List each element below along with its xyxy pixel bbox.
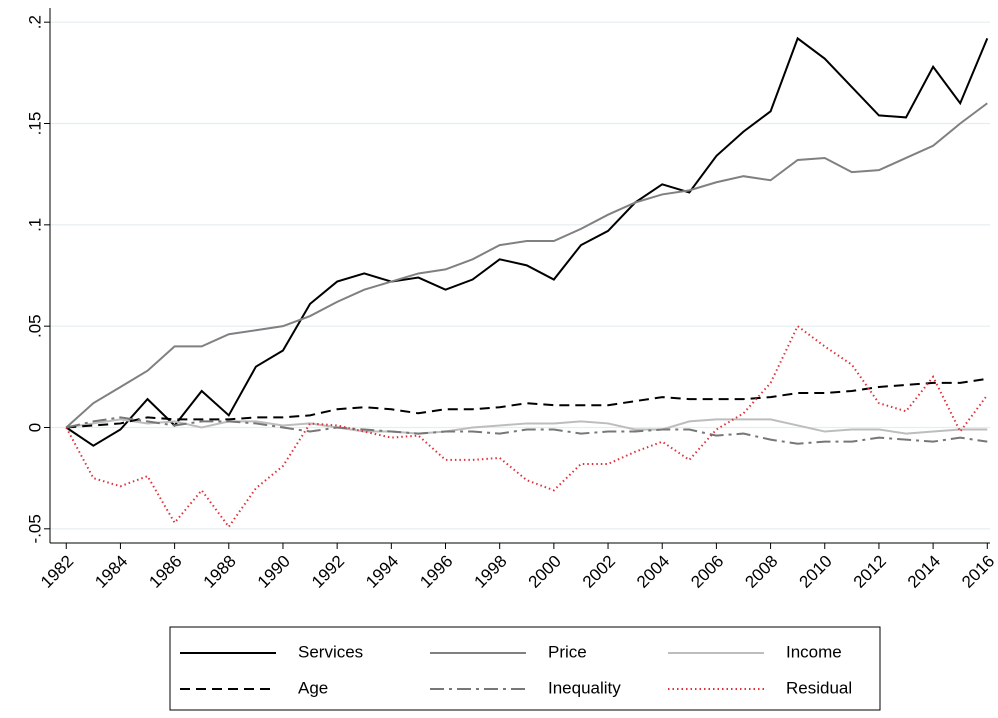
y-tick-label: .2 xyxy=(25,15,44,29)
x-tick-label: 2004 xyxy=(633,552,673,592)
x-tick-label: 1988 xyxy=(200,552,240,592)
y-tick-label: .15 xyxy=(25,112,44,136)
y-tick-label: 0 xyxy=(25,423,44,432)
y-tick-label: .05 xyxy=(25,314,44,338)
x-tick-label: 1984 xyxy=(91,552,131,592)
series-line xyxy=(66,418,988,435)
series-line xyxy=(66,416,988,445)
x-tick-label: 2010 xyxy=(796,552,836,592)
legend-label: Inequality xyxy=(548,678,621,697)
series-line xyxy=(66,377,988,429)
legend-label: Income xyxy=(786,642,842,661)
series-line xyxy=(65,102,988,429)
legend-label: Age xyxy=(298,678,328,697)
legend-label: Services xyxy=(298,642,363,661)
x-tick-label: 1992 xyxy=(308,552,348,592)
legend-box xyxy=(169,626,881,711)
x-tick-label: 1994 xyxy=(362,552,402,592)
legend-label: Residual xyxy=(786,678,852,697)
legend-label: Price xyxy=(548,642,587,661)
x-tick-label: 1990 xyxy=(254,552,294,592)
x-tick-label: 2006 xyxy=(687,552,727,592)
x-tick-label: 1982 xyxy=(37,552,77,592)
x-tick-label: 1998 xyxy=(470,552,510,592)
x-tick-label: 2016 xyxy=(958,552,998,592)
y-tick-label: -.05 xyxy=(25,514,44,543)
x-tick-label: 2000 xyxy=(525,552,565,592)
y-tick-label: .1 xyxy=(25,218,44,232)
series-line xyxy=(65,36,989,447)
x-tick-label: 2014 xyxy=(904,552,944,592)
x-tick-label: 1996 xyxy=(416,552,456,592)
x-tick-label: 2012 xyxy=(850,552,890,592)
x-tick-label: 2002 xyxy=(579,552,619,592)
x-tick-label: 2008 xyxy=(741,552,781,592)
x-tick-label: 1986 xyxy=(145,552,185,592)
